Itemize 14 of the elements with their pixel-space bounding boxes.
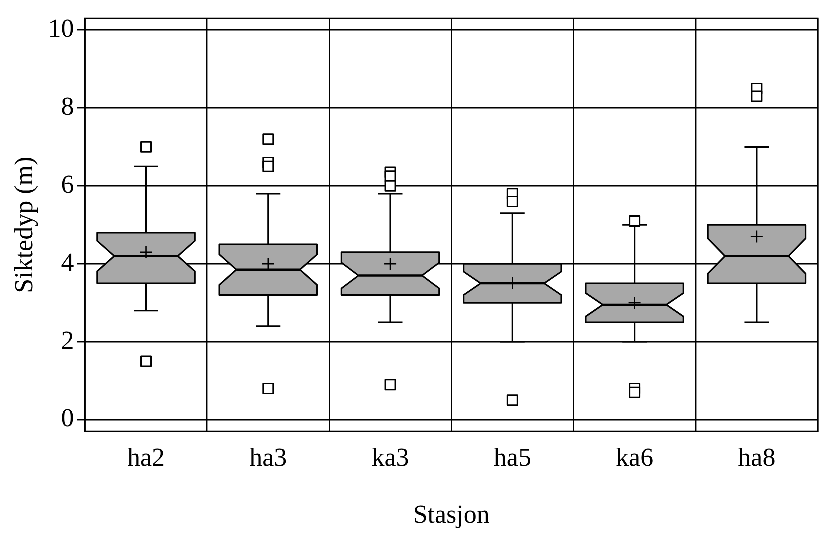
x-tick-label: ka3 <box>372 443 410 472</box>
x-tick-label: ka6 <box>616 443 654 472</box>
y-tick-label: 10 <box>48 14 74 44</box>
y-tick-label: 8 <box>61 92 74 122</box>
x-tick-label: ha5 <box>494 443 532 472</box>
x-tick-label: ha3 <box>250 443 288 472</box>
y-axis-title: Siktedyp (m) <box>9 156 38 294</box>
y-tick-label: 6 <box>61 170 74 199</box>
x-tick-label: ha8 <box>738 443 776 472</box>
y-tick-label: 0 <box>61 404 74 433</box>
x-axis-title: Stasjon <box>413 500 490 530</box>
y-tick-label: 2 <box>61 326 74 355</box>
y-tick-label: 4 <box>61 248 74 277</box>
x-tick-label: ha2 <box>127 443 166 472</box>
